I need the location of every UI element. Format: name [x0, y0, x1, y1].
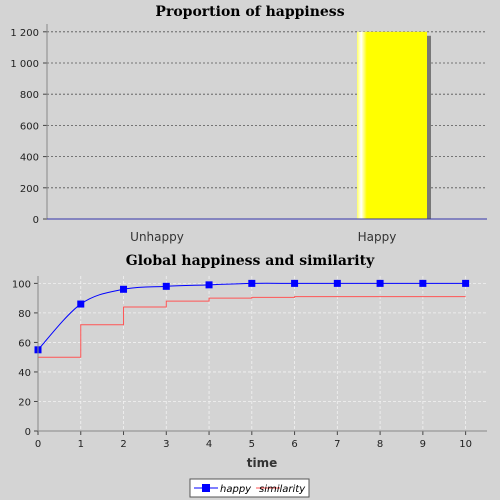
- bar-shadow: [427, 35, 431, 219]
- line-chart-title: Global happiness and similarity: [126, 253, 375, 269]
- line-y-tick-label: 60: [18, 338, 31, 349]
- point-happy: [333, 279, 341, 287]
- bar-y-tick-label: 400: [20, 153, 39, 164]
- line-y-tick-label: 100: [12, 279, 31, 290]
- point-happy: [77, 300, 85, 308]
- line-x-tick-label: 9: [420, 439, 426, 450]
- point-happy: [205, 281, 213, 289]
- series-line-similarity: [38, 296, 466, 358]
- bar-chart-title: Proportion of happiness: [155, 4, 344, 20]
- legend-similarity-label: similarity: [259, 484, 306, 495]
- point-happy: [462, 279, 470, 287]
- line-x-tick-label: 4: [206, 439, 212, 450]
- line-y-tick-label: 0: [25, 427, 31, 438]
- line-x-tick-label: 5: [249, 439, 255, 450]
- bar-happy: [357, 31, 427, 219]
- point-happy: [120, 285, 128, 293]
- bar-y-tick-label: 1 200: [10, 28, 39, 39]
- line-x-tick-label: 8: [377, 439, 383, 450]
- line-x-tick-label: 3: [163, 439, 169, 450]
- point-happy: [291, 279, 299, 287]
- bar-y-tick-label: 0: [33, 215, 39, 226]
- point-happy: [419, 279, 427, 287]
- legend: happy similarity: [189, 478, 310, 498]
- line-y-tick-label: 40: [18, 368, 31, 379]
- point-happy: [376, 279, 384, 287]
- line-y-tick-label: 20: [18, 397, 31, 408]
- line-plot-area: [38, 276, 487, 431]
- category-label-unhappy: Unhappy: [130, 230, 184, 244]
- line-y-tick-label: 80: [18, 309, 31, 320]
- line-x-tick-label: 1: [78, 439, 84, 450]
- bar-y-tick-label: 800: [20, 90, 39, 101]
- bar-y-tick-label: 1 000: [10, 59, 39, 70]
- line-x-tick-label: 6: [291, 439, 297, 450]
- point-happy: [162, 282, 170, 290]
- legend-happy-marker: [202, 484, 210, 492]
- legend-happy-label: happy: [220, 484, 252, 495]
- line-x-tick-label: 2: [120, 439, 126, 450]
- bar-chart: Proportion of happiness 0 200 400 600 800 1 0…: [10, 4, 487, 244]
- category-label-happy: Happy: [358, 230, 397, 244]
- bar-y-tick-label: 200: [20, 184, 39, 195]
- line-x-tick-label: 10: [459, 439, 472, 450]
- line-x-tick-label: 0: [35, 439, 41, 450]
- point-happy: [248, 279, 256, 287]
- line-x-tick-label: 7: [334, 439, 340, 450]
- x-axis-title: time: [247, 456, 278, 470]
- bar-y-tick-label: 600: [20, 121, 39, 132]
